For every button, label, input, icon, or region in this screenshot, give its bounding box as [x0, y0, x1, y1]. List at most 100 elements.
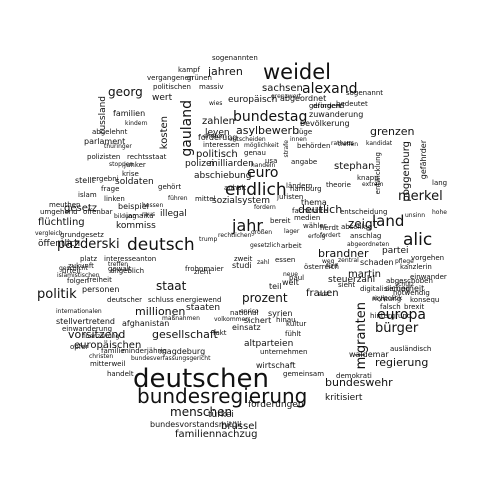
word: millionen [135, 305, 186, 318]
word: wert [152, 93, 173, 103]
word: asylpolitik [372, 295, 403, 302]
word: kandidat [366, 140, 393, 147]
word: afghanistan [122, 319, 170, 328]
word: pazderski [57, 237, 120, 252]
word: grundgesetz [60, 231, 104, 239]
word: ergebni [92, 175, 119, 183]
word: türkei [208, 410, 234, 420]
word: bundesregierung [137, 384, 308, 408]
word: jahr [232, 216, 263, 235]
word: hohe [432, 209, 447, 216]
word: brexit [404, 303, 425, 311]
word: brandner [318, 247, 369, 260]
word: fakt [213, 329, 227, 337]
word: kultur [286, 320, 307, 328]
word: hintergrund [370, 312, 412, 320]
word: ländern [286, 182, 313, 190]
word: brüssel [221, 421, 258, 432]
word: familien [113, 109, 146, 118]
word: unternehmen [260, 348, 308, 356]
word: konsequ [410, 296, 440, 304]
word: magdeburg [159, 347, 206, 356]
word: prozent [242, 291, 288, 305]
word: usa [265, 157, 278, 165]
word: fordert [320, 232, 341, 239]
word: gauland [179, 100, 195, 157]
word: abgeschoben [386, 277, 433, 285]
word: wähler [303, 222, 327, 230]
word: islam [78, 191, 97, 199]
word: zeigt [348, 217, 378, 231]
word: zahlen [202, 116, 235, 127]
word: jahren [208, 65, 243, 78]
word: abgeordneten [347, 241, 390, 248]
word: volkommen [214, 316, 250, 323]
word: anton [136, 255, 157, 263]
word: sieht [338, 281, 356, 289]
word: polizei [185, 159, 214, 169]
word: maßnahmen [162, 315, 200, 322]
word: vorsitzend [68, 328, 126, 341]
word: europa [377, 307, 426, 323]
word: gemeinsam [283, 370, 325, 378]
word: bildung [114, 213, 137, 220]
word: erst [318, 291, 330, 298]
word: regierung [375, 356, 429, 369]
word: familie [101, 347, 125, 355]
word: entscheiden [229, 136, 266, 143]
word: teil [269, 282, 282, 291]
word: entwicklung [374, 152, 382, 195]
word: fünf [326, 263, 338, 270]
word: juristen [277, 193, 304, 201]
word: zentral [338, 257, 359, 264]
word: minderjährig [122, 347, 167, 355]
word: frauen [306, 288, 339, 299]
word: sichert [244, 316, 272, 325]
word: frage [101, 185, 120, 193]
word: gefährder [419, 140, 428, 180]
word: entscheidung [340, 208, 388, 216]
word: gesetz [64, 203, 98, 214]
word: deutlich [298, 203, 343, 216]
word: poggenburg [401, 141, 412, 202]
word: vergangenen [147, 74, 194, 82]
word: grenzwert [271, 93, 302, 100]
word: lager [284, 228, 300, 235]
word: bundestag [233, 109, 308, 125]
word: notwendig [393, 289, 430, 297]
word: hinau [276, 316, 296, 324]
word: großen [251, 229, 273, 236]
word: rechtlichen [218, 232, 252, 239]
word: medien [294, 214, 321, 222]
word: bundeswehr [325, 376, 393, 389]
word: stoppen [109, 161, 134, 168]
word: bundesverfassungsgericht [131, 355, 211, 362]
word: offenbar [83, 208, 113, 216]
word: europäisch [228, 95, 278, 105]
word: kommiss [116, 221, 156, 231]
word: kosten [159, 116, 170, 150]
word: politisch [196, 149, 238, 160]
word: dringend [313, 102, 345, 110]
word: deutscher [107, 296, 143, 304]
word: pflege [395, 258, 414, 265]
word: studi [232, 261, 252, 270]
word: waldemar [349, 350, 389, 359]
word: massiv [199, 83, 224, 91]
word: gefordert [309, 102, 342, 110]
word: bereit [270, 217, 291, 225]
word: meuthen [49, 201, 81, 209]
word: leyen [205, 128, 230, 138]
word: gesellschaft [152, 328, 218, 341]
word: richtung [372, 295, 402, 303]
word: familiennachzug [175, 429, 258, 440]
word: enrico [240, 308, 259, 315]
word: schulz [395, 281, 414, 288]
word: menschen [170, 405, 233, 419]
word: stellvertretend [56, 317, 115, 326]
word: soldaten [115, 177, 154, 187]
word: zahl [257, 259, 270, 266]
word: kampf [178, 66, 200, 74]
word: genau [244, 149, 266, 157]
